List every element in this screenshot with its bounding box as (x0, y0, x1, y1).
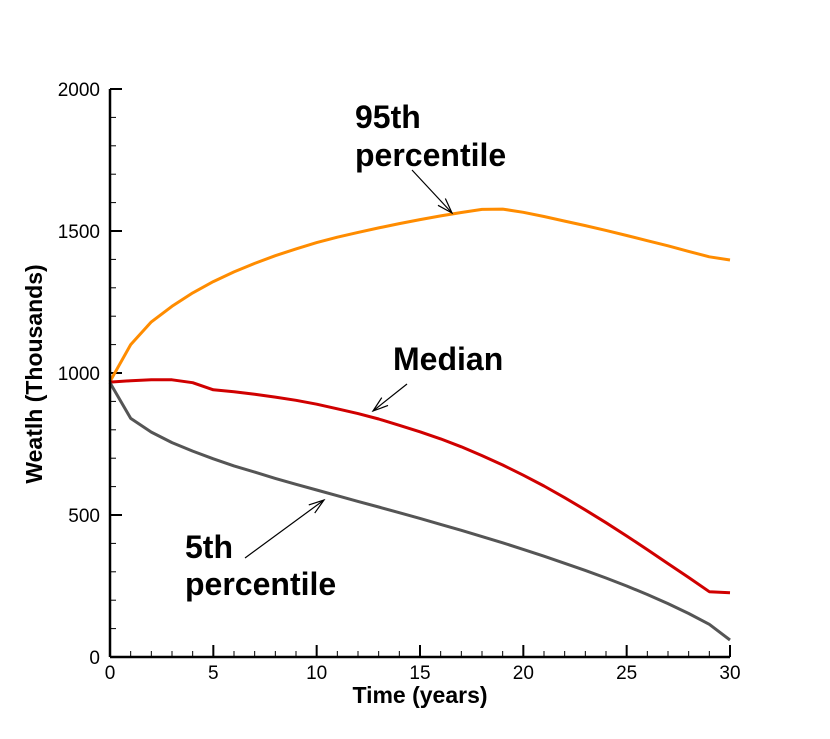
y-tick-label: 1000 (58, 364, 100, 385)
series-line-median (109, 378, 731, 595)
annotation-5th-percentile: 5th percentile (185, 529, 336, 602)
y-tick-label: 2000 (58, 80, 100, 101)
x-tick-label: 0 (105, 663, 116, 684)
x-tick-label: 30 (719, 663, 740, 684)
tick-labels: 0 5 10 15 20 25 30 0 500 1000 1500 2000 (58, 80, 741, 684)
annotation-arrowhead-median (371, 397, 389, 413)
x-tick-label: 15 (409, 663, 430, 684)
annotations: 95th percentile Median 5th percentile (185, 99, 506, 602)
annotation-arrow-5th-percentile (244, 499, 325, 559)
y-axis-title: Weatlh (Thousands) (21, 264, 47, 483)
x-tick-label: 25 (616, 663, 637, 684)
annotation-arrowhead-95th-percentile (437, 198, 454, 215)
axes (108, 89, 730, 659)
series-lines (108, 207, 731, 642)
x-tick-label: 10 (306, 663, 327, 684)
annotation-arrow-median (372, 383, 408, 412)
annotation-arrowhead-5th-percentile (308, 498, 326, 514)
y-tick-label: 1500 (58, 222, 100, 243)
x-tick-label: 5 (208, 663, 219, 684)
series-line-5th-percentile (108, 381, 731, 642)
annotation-95th-percentile: 95th percentile (355, 99, 506, 173)
y-tick-label: 0 (89, 648, 100, 669)
annotation-median: Median (393, 341, 503, 377)
x-tick-label: 20 (513, 663, 534, 684)
series-line-95th-percentile (108, 207, 731, 383)
y-tick-label: 500 (68, 506, 100, 527)
annotation-arrow-95th-percentile (411, 169, 453, 214)
x-axis-title: Time (years) (352, 682, 487, 708)
